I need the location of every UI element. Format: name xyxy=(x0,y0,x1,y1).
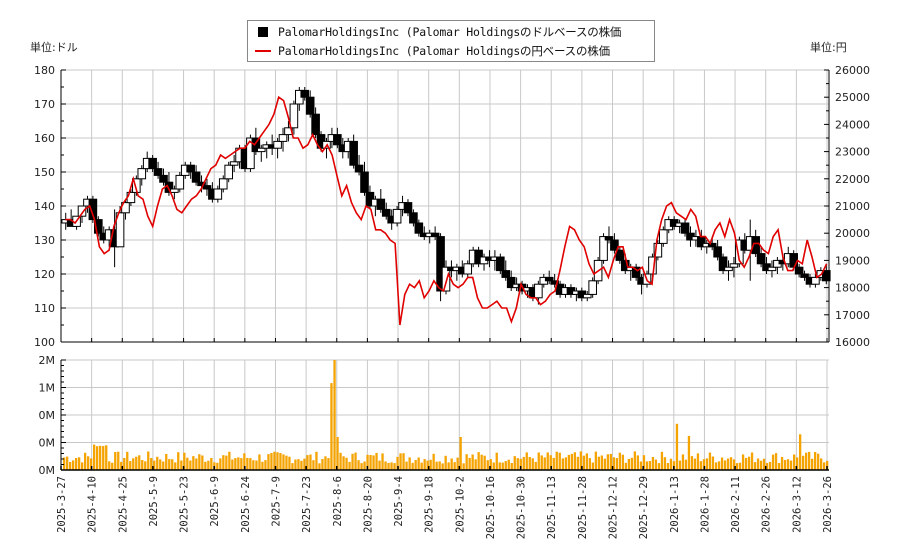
svg-text:150: 150 xyxy=(34,166,55,179)
svg-text:2025-10-16: 2025-10-16 xyxy=(485,476,497,539)
svg-text:23000: 23000 xyxy=(835,146,870,159)
svg-text:2025-3-27: 2025-3-27 xyxy=(56,476,68,533)
svg-text:2025-9-18: 2025-9-18 xyxy=(424,476,436,533)
chart-legend: PalomarHoldingsInc (Palomar Holdingsのドルベ… xyxy=(247,20,655,62)
svg-text:2025-8-20: 2025-8-20 xyxy=(362,476,374,533)
svg-text:100: 100 xyxy=(34,336,55,349)
right-y-axis-ticks: 16000 17000 18000 19000 20000 21000 22000 23000… xyxy=(824,64,870,349)
legend-label-jpy: PalomarHoldingsInc (Palomar Holdingsの円ベー… xyxy=(278,44,610,58)
black-square-swatch-icon xyxy=(258,27,268,37)
svg-text:2025-5-9: 2025-5-9 xyxy=(148,476,160,527)
volume-y-axis-ticks: 0M 0M 0M 1M 2M xyxy=(39,354,66,477)
right-axis-unit-label: 単位:円 xyxy=(810,41,847,54)
usd-candlesticks xyxy=(61,87,831,305)
svg-text:0M: 0M xyxy=(39,464,56,477)
svg-text:2025-9-4: 2025-9-4 xyxy=(393,476,405,527)
legend-item-usd: PalomarHoldingsInc (Palomar Holdingsのドルベ… xyxy=(254,23,621,41)
svg-text:2025-11-13: 2025-11-13 xyxy=(546,476,558,539)
svg-text:2026-2-11: 2026-2-11 xyxy=(730,476,742,533)
svg-text:2026-3-26: 2026-3-26 xyxy=(822,476,834,533)
svg-text:0M: 0M xyxy=(39,437,56,450)
red-line-swatch-icon xyxy=(255,50,271,52)
svg-text:170: 170 xyxy=(34,98,55,111)
svg-text:2026-2-26: 2026-2-26 xyxy=(761,476,773,533)
svg-text:2025-8-6: 2025-8-6 xyxy=(332,476,344,527)
svg-text:26000: 26000 xyxy=(835,64,870,77)
svg-text:160: 160 xyxy=(34,132,55,145)
svg-text:2025-7-9: 2025-7-9 xyxy=(270,476,282,527)
volume-bars xyxy=(63,360,829,471)
svg-text:130: 130 xyxy=(34,234,55,247)
svg-text:2025-10-2: 2025-10-2 xyxy=(454,476,466,533)
svg-text:1M: 1M xyxy=(39,382,56,395)
svg-text:16000: 16000 xyxy=(835,336,870,349)
svg-text:2026-1-28: 2026-1-28 xyxy=(699,476,711,533)
x-axis-date-ticks: 2025-3-27 2025-4-10 2025-4-25 2025-5-9 2025-… xyxy=(56,338,834,539)
svg-text:0M: 0M xyxy=(39,409,56,422)
svg-text:2025-4-25: 2025-4-25 xyxy=(117,476,129,533)
svg-text:180: 180 xyxy=(34,64,55,77)
svg-text:17000: 17000 xyxy=(835,309,870,322)
svg-text:19000: 19000 xyxy=(835,254,870,267)
svg-text:2025-12-29: 2025-12-29 xyxy=(638,476,650,539)
legend-item-jpy: PalomarHoldingsInc (Palomar Holdingsの円ベー… xyxy=(254,42,610,60)
svg-text:2025-7-23: 2025-7-23 xyxy=(301,476,313,533)
svg-text:20000: 20000 xyxy=(835,227,870,240)
svg-text:18000: 18000 xyxy=(835,282,870,295)
left-axis-unit-label: 単位:ドル xyxy=(30,41,78,54)
svg-text:2025-6-9: 2025-6-9 xyxy=(209,476,221,527)
svg-text:21000: 21000 xyxy=(835,200,870,213)
svg-text:2025-12-12: 2025-12-12 xyxy=(608,476,620,539)
svg-text:2025-10-30: 2025-10-30 xyxy=(516,476,528,539)
volume-gridlines xyxy=(60,359,829,471)
svg-text:22000: 22000 xyxy=(835,173,870,186)
legend-label-usd: PalomarHoldingsInc (Palomar Holdingsのドルベ… xyxy=(278,25,622,39)
svg-text:2025-6-24: 2025-6-24 xyxy=(240,476,252,533)
svg-text:2026-3-12: 2026-3-12 xyxy=(791,476,803,533)
svg-text:2025-5-23: 2025-5-23 xyxy=(179,476,191,533)
left-y-axis-ticks: 100 110 120 130 140 150 160 170 180 xyxy=(34,64,66,349)
svg-text:110: 110 xyxy=(34,302,55,315)
svg-text:2025-4-10: 2025-4-10 xyxy=(87,476,99,533)
svg-text:140: 140 xyxy=(34,200,55,213)
svg-text:24000: 24000 xyxy=(835,118,870,131)
jpy-price-line xyxy=(65,95,828,326)
svg-text:25000: 25000 xyxy=(835,91,870,104)
svg-text:2M: 2M xyxy=(39,354,56,367)
svg-text:2025-11-28: 2025-11-28 xyxy=(577,476,589,539)
svg-text:2026-1-13: 2026-1-13 xyxy=(669,476,681,533)
svg-text:120: 120 xyxy=(34,268,55,281)
